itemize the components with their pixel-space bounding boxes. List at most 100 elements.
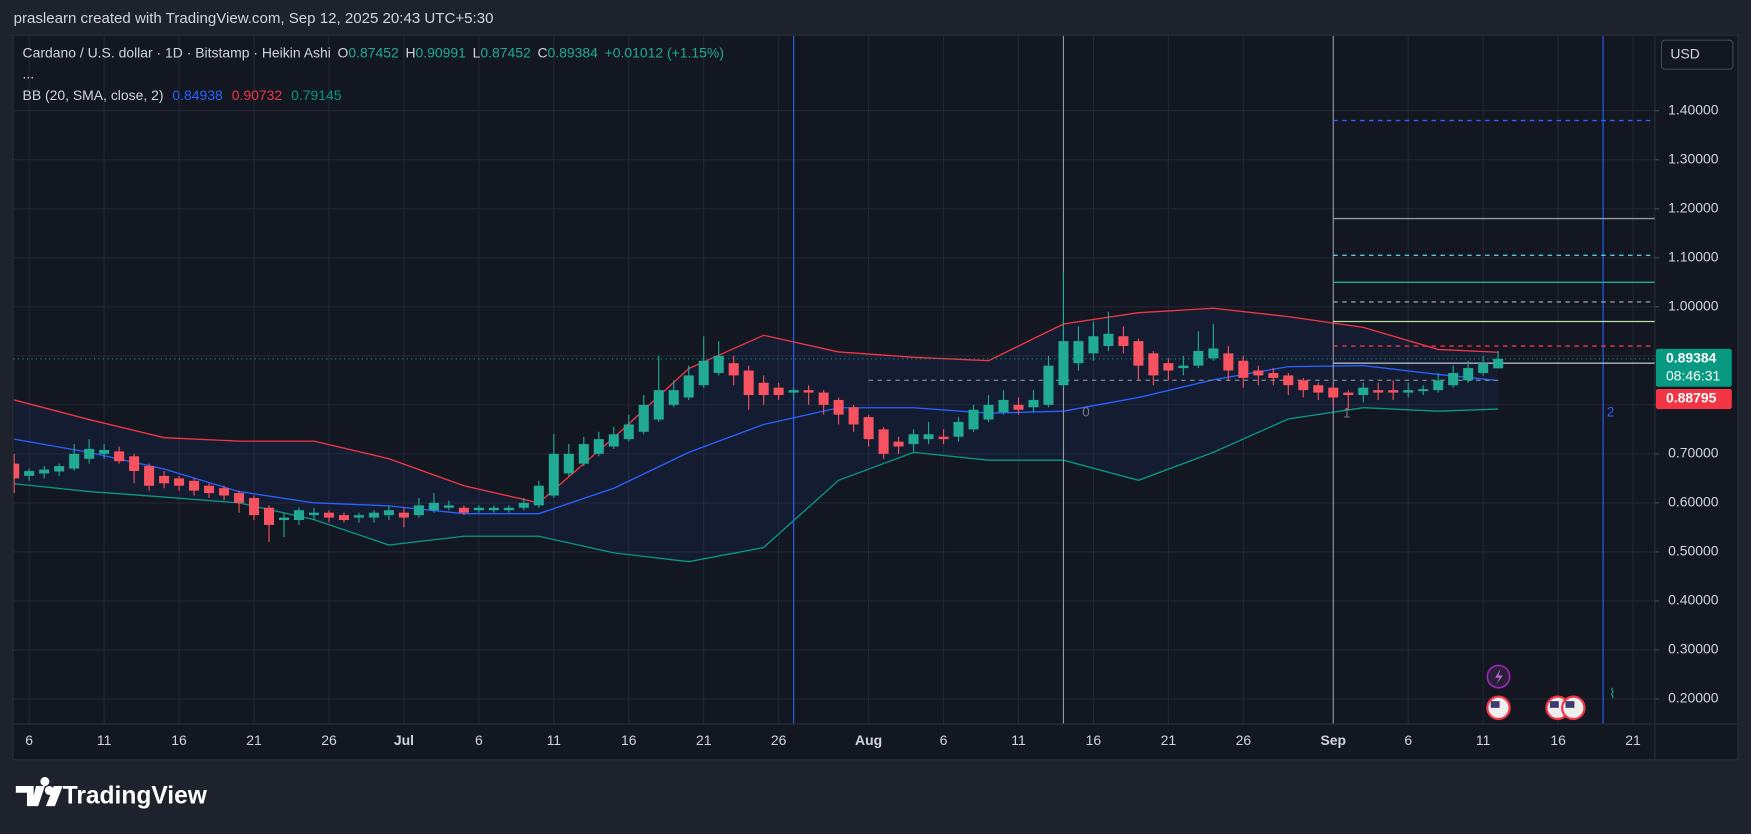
candle-body — [803, 390, 814, 393]
credit: praslearn created with TradingView.com, … — [14, 10, 494, 27]
candle-body — [323, 512, 334, 518]
candle-body — [293, 510, 305, 521]
candle-body — [159, 475, 170, 484]
axes: 0.20000 0.30000 0.40000 0.50000 0.60000 0.700… — [25, 101, 1719, 748]
candle-body — [144, 466, 155, 486]
currency-label: USD — [1670, 45, 1699, 61]
x-tick-label: 21 — [246, 732, 262, 748]
event-icons: ⌇ — [1486, 664, 1616, 721]
candle-body — [1178, 365, 1189, 369]
y-tick-label: 0.70000 — [1668, 445, 1719, 461]
candle-body — [1238, 360, 1249, 378]
candle-body — [24, 471, 35, 476]
x-tick-label: 16 — [1086, 732, 1102, 748]
price-tag-label: 0.89384 — [1666, 350, 1717, 366]
candle-body — [908, 434, 919, 445]
x-tick-label: 16 — [1550, 732, 1566, 748]
candle-body — [593, 439, 604, 454]
candle-body — [1358, 387, 1369, 396]
drawings: 0 1 2 — [13, 35, 1655, 724]
flag-canton — [1565, 701, 1575, 708]
candle-body — [99, 449, 110, 454]
candle-body — [443, 505, 454, 508]
candle-body — [338, 515, 349, 521]
x-tick-label: Aug — [855, 732, 882, 748]
candle-body — [503, 507, 514, 511]
candle-body — [1418, 389, 1429, 392]
candle-body — [69, 453, 80, 469]
candle-body — [578, 444, 589, 464]
candle-body — [248, 497, 260, 516]
x-tick-label: 11 — [1476, 732, 1491, 748]
candle-body — [923, 434, 934, 440]
y-tick-label: 1.30000 — [1668, 150, 1719, 166]
candle-body — [698, 360, 709, 386]
band-fill — [14, 308, 1499, 562]
symbol-title: Cardano / U.S. dollar · 1D · Bitstamp · … — [23, 44, 331, 60]
flag-canton — [1549, 701, 1559, 708]
y-tick-label: 1.40000 — [1668, 101, 1719, 117]
currency-button[interactable] — [1660, 39, 1734, 70]
price-tag-label: 0.88795 — [1666, 390, 1717, 406]
candle-body — [1298, 380, 1309, 391]
candle-body — [219, 488, 230, 496]
candle-body — [263, 507, 275, 525]
candle-body — [54, 466, 65, 472]
price-tag — [1655, 388, 1732, 410]
flag-canton — [1490, 701, 1500, 708]
x-tick-label: 21 — [696, 732, 712, 748]
brand-logo: TradingView — [15, 777, 208, 810]
x-tick-label: 11 — [97, 732, 112, 748]
candle-body — [278, 517, 290, 521]
legend-more[interactable]: ... — [23, 65, 35, 81]
candle-body — [398, 512, 409, 518]
candle-body — [174, 478, 185, 486]
candle-body — [758, 382, 769, 396]
x-tick-label: 11 — [1011, 732, 1026, 748]
legend-key: C — [537, 44, 547, 60]
y-tick-label: 1.20000 — [1668, 199, 1719, 215]
candle-body — [1118, 336, 1129, 347]
candle-body — [638, 404, 649, 432]
legend-change: +0.01012 (+1.15%) — [605, 44, 724, 60]
x-tick-label: 6 — [25, 732, 33, 748]
candle-body — [1103, 333, 1114, 347]
candle-body — [773, 387, 784, 396]
candle-body — [204, 485, 215, 494]
candle-body — [1448, 372, 1459, 386]
y-tick-label: 1.10000 — [1668, 248, 1719, 264]
candle-body — [533, 485, 544, 506]
candle-body — [1148, 353, 1159, 376]
legend-key: O — [338, 44, 349, 60]
candle-body — [953, 422, 964, 437]
candle-body — [114, 451, 125, 462]
candle-body — [13, 463, 20, 479]
candle-body — [129, 456, 140, 472]
candle-body — [1058, 341, 1069, 386]
x-tick-label: 11 — [547, 732, 562, 748]
candle-body — [383, 510, 394, 516]
candle-body — [1193, 350, 1204, 366]
candle-body — [1163, 363, 1174, 371]
candle-body — [1073, 341, 1084, 364]
candle-body — [623, 424, 634, 440]
candle-body — [833, 399, 844, 415]
candle-body — [189, 480, 200, 491]
candle-body — [683, 375, 694, 398]
candle-body — [1403, 390, 1414, 393]
y-tick-label: 0.20000 — [1668, 690, 1719, 706]
legend-open: 0.87452 — [348, 44, 399, 60]
candle-body — [788, 390, 799, 393]
bb-basis-value: 0.84938 — [172, 87, 223, 103]
candle-body — [234, 493, 245, 503]
legend-key: L — [473, 44, 481, 60]
candle-body — [1478, 363, 1489, 373]
candle-body — [1268, 372, 1279, 378]
chart-frame — [12, 34, 1739, 761]
lightning-icon — [1495, 668, 1503, 685]
candle-body — [938, 436, 949, 440]
candle-body — [428, 502, 439, 511]
candle-body — [1343, 392, 1354, 396]
